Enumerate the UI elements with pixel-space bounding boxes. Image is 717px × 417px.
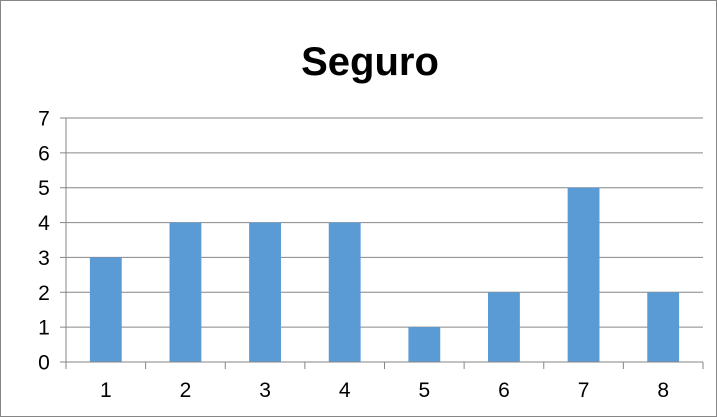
y-tick-label: 3	[38, 247, 50, 270]
x-tick-label: 2	[180, 379, 192, 402]
x-tick-label: 6	[498, 379, 510, 402]
axes	[60, 117, 704, 369]
y-tick-labels: 0 1 2 3 4 5 6 7	[38, 108, 50, 375]
bars	[89, 187, 680, 362]
x-tick-label: 4	[339, 379, 351, 402]
x-tick-label: 5	[418, 379, 430, 402]
bar-1	[89, 257, 122, 362]
bar-8	[647, 292, 680, 362]
y-tick-label: 7	[38, 108, 50, 131]
bar-5	[408, 327, 441, 362]
x-tick-label: 7	[578, 379, 590, 402]
chart-title: Seguro	[301, 40, 439, 84]
bar-3	[249, 222, 281, 362]
y-tick-label: 2	[38, 282, 50, 305]
x-tick-label: 8	[657, 379, 669, 402]
y-tick-label: 1	[38, 317, 50, 340]
y-tick-label: 0	[38, 352, 50, 375]
x-tick-label: 3	[259, 379, 271, 402]
x-tick-label: 1	[100, 379, 112, 402]
bar-7	[567, 187, 600, 362]
bar-4	[328, 222, 361, 362]
bar-2	[169, 222, 202, 362]
bar-6	[488, 292, 520, 362]
y-tick-label: 5	[38, 177, 50, 200]
y-tick-label: 4	[38, 212, 50, 235]
y-tick-label: 6	[38, 142, 50, 165]
x-tick-labels: 1 2 3 4 5 6 7 8	[100, 379, 669, 402]
